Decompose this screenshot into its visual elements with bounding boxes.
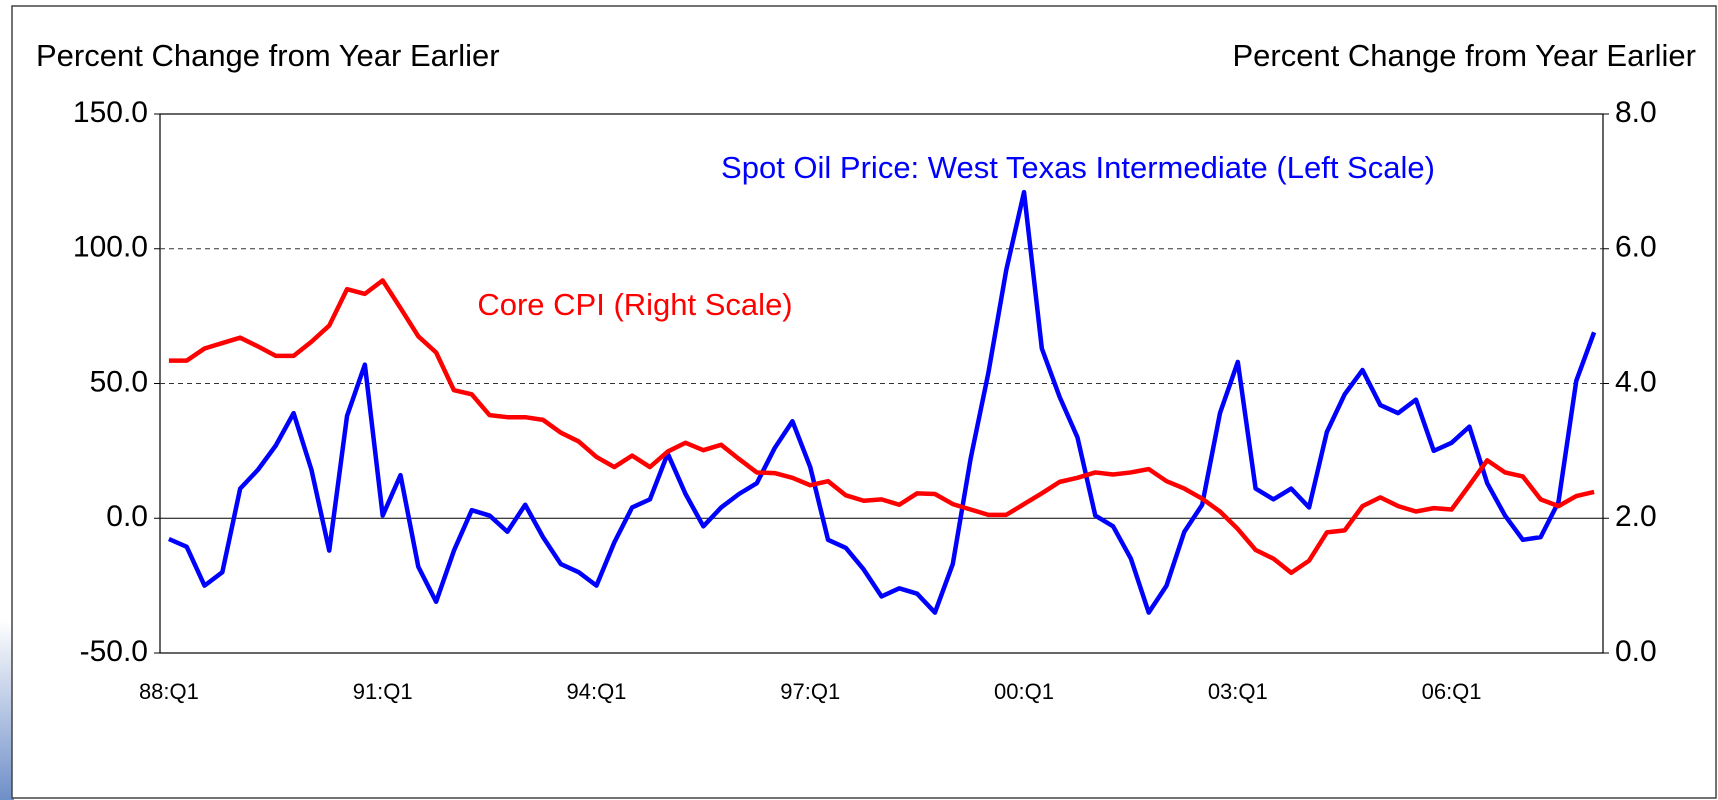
y-tick-label: 150.0 [73,96,148,129]
y2-tick-label: 0.0 [1615,635,1657,668]
x-tick-label: 06:Q1 [1422,679,1482,704]
series-line [168,189,1597,615]
x-tick-label: 97:Q1 [780,679,840,704]
y2-tick-label: 6.0 [1615,231,1657,264]
series-label: Spot Oil Price: West Texas Intermediate … [721,150,1435,185]
y2-tick-label: 4.0 [1615,365,1657,398]
y-tick-label: 50.0 [90,365,148,398]
x-tick-label: 94:Q1 [566,679,626,704]
y-tick-label: 0.0 [106,500,148,533]
x-tick-label: 88:Q1 [139,679,199,704]
x-tick-label: 91:Q1 [353,679,413,704]
chart-frame [11,5,1717,799]
y-tick-label: 100.0 [73,231,148,264]
series-line [168,278,1595,576]
y2-axis-title: Percent Change from Year Earlier [1232,38,1696,73]
y-axis-title: Percent Change from Year Earlier [36,38,500,73]
y-tick-label: -50.0 [80,635,148,668]
slide-decoration [0,620,14,800]
x-tick-label: 03:Q1 [1208,679,1268,704]
series-label: Core CPI (Right Scale) [477,287,792,322]
y2-tick-label: 2.0 [1615,500,1657,533]
x-tick-label: 00:Q1 [994,679,1054,704]
y2-tick-label: 8.0 [1615,96,1657,129]
